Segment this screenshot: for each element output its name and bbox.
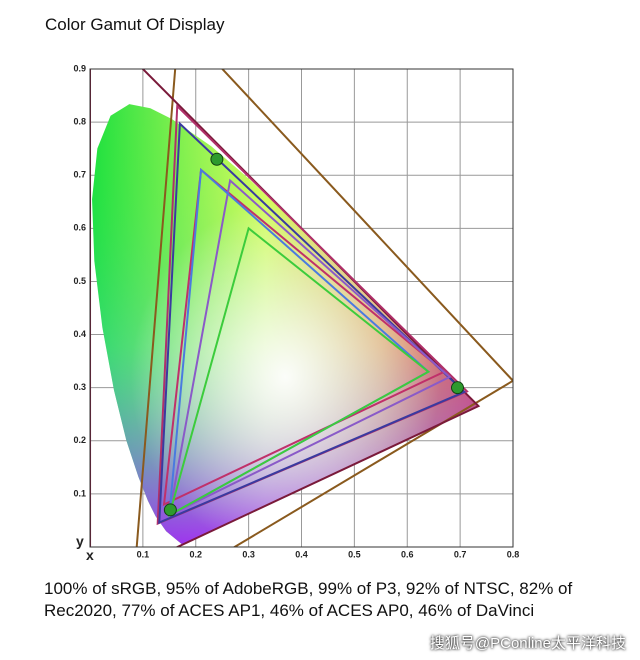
x-tick-label: 0.2	[189, 549, 202, 559]
watermark: 搜狐号@PConline太平洋科技	[429, 635, 626, 652]
x-axis-label: x	[86, 547, 94, 563]
y-tick-label: 0.9	[73, 63, 86, 73]
y-tick-label: 0.4	[73, 329, 86, 339]
x-tick-label: 0.5	[348, 549, 361, 559]
gamut-triangle	[167, 226, 431, 518]
display-primary	[450, 381, 464, 395]
y-tick-label: 0.5	[73, 276, 86, 286]
x-tick-label: 0.8	[507, 549, 520, 559]
chart-title: Color Gamut Of Display	[45, 15, 225, 34]
caption: 100% of sRGB, 95% of AdobeRGB, 99% of P3…	[44, 579, 573, 620]
gamut-triangle	[135, 69, 513, 547]
display-primary	[210, 152, 224, 166]
y-tick-label: 0.3	[73, 382, 86, 392]
gamut-triangle	[167, 178, 452, 517]
x-tick-label: 0.3	[242, 549, 255, 559]
gamut-triangle	[162, 167, 447, 507]
y-tick-label: 0.8	[73, 116, 86, 126]
y-axis-label: y	[76, 533, 84, 549]
gamut-triangle	[158, 121, 467, 525]
display-primary	[163, 503, 177, 517]
y-tick-label: 0.6	[73, 223, 86, 233]
y-tick-label: 0.7	[73, 170, 86, 180]
x-tick-label: 0.7	[454, 549, 467, 559]
locus-white	[92, 104, 479, 545]
x-tick-label: 0.6	[401, 549, 414, 559]
y-tick-label: 0.2	[73, 435, 86, 445]
x-tick-label: 0.1	[137, 549, 150, 559]
x-tick-label: 0.4	[295, 549, 308, 559]
y-tick-label: 0.1	[73, 488, 86, 498]
plot-frame	[89, 68, 514, 548]
